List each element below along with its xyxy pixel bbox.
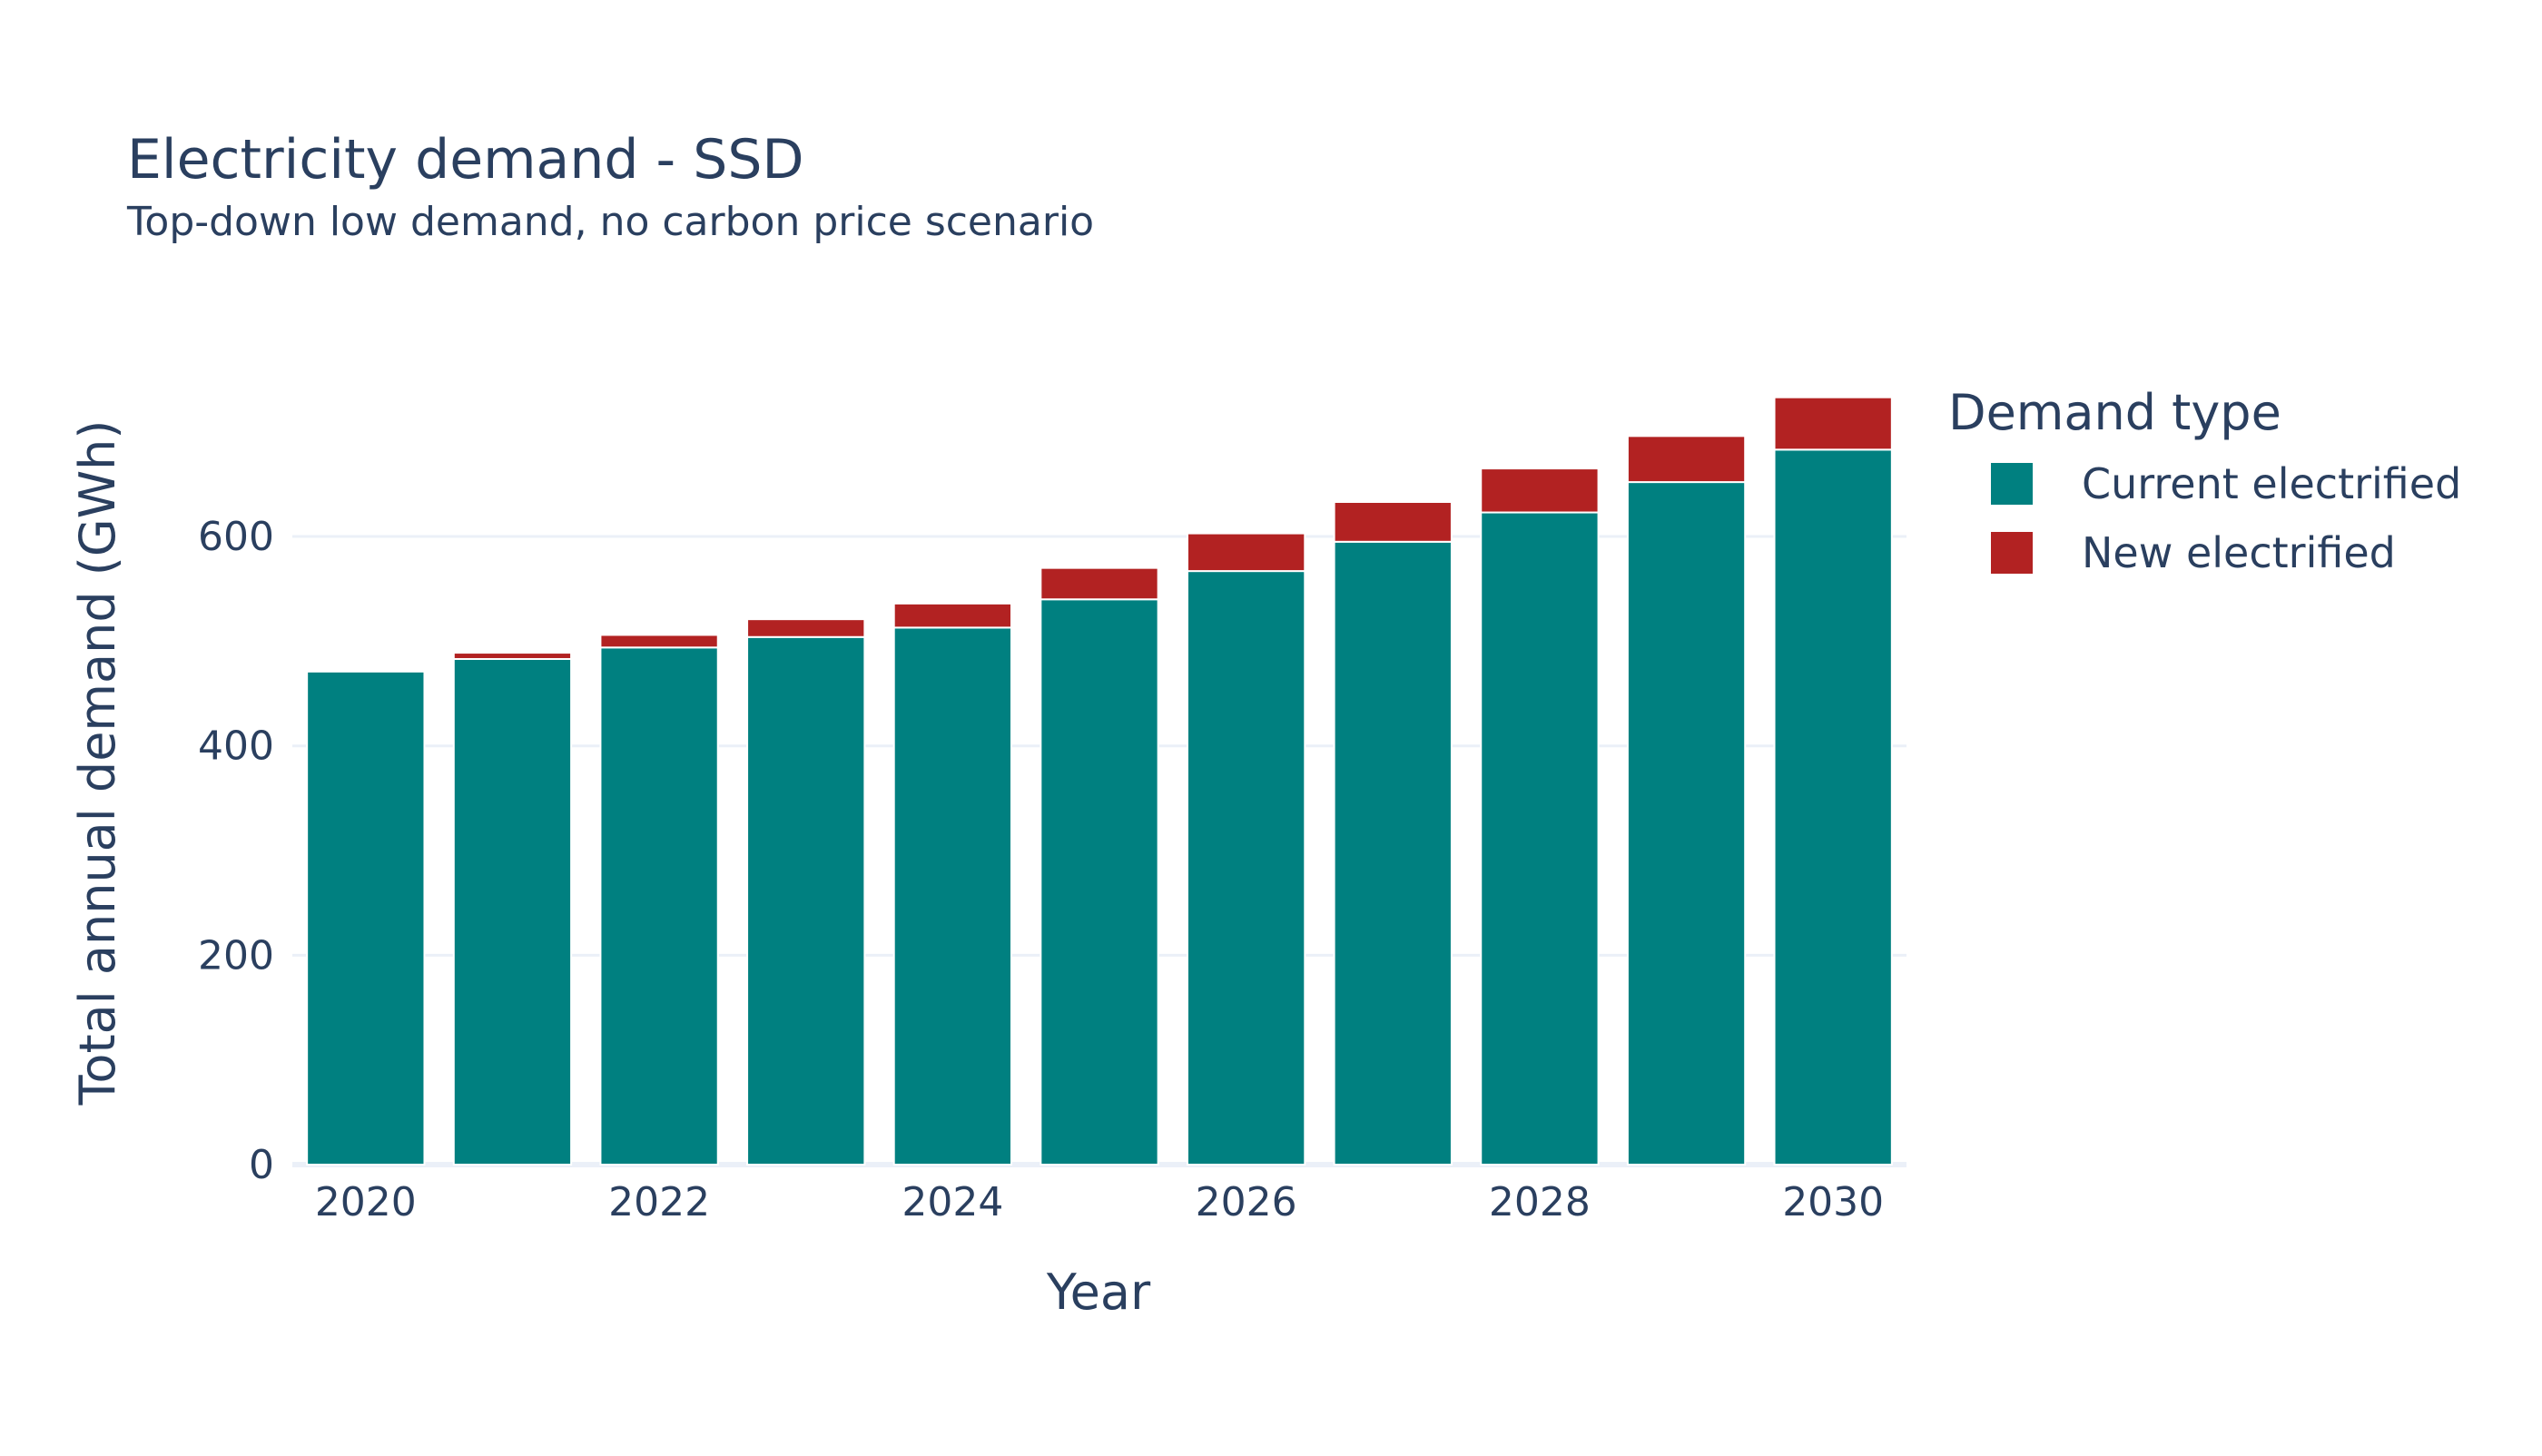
bar-new-electrified-2027[interactable] xyxy=(1333,500,1453,543)
x-tick-label: 2022 xyxy=(608,1179,710,1225)
legend-title: Demand type xyxy=(1948,384,2281,441)
bar-current-electrified-2027[interactable] xyxy=(1333,540,1453,1166)
chart-subtitle: Top-down low demand, no carbon price sce… xyxy=(126,199,1094,245)
bar-new-electrified-2028[interactable] xyxy=(1480,467,1600,514)
bar-current-electrified-2028[interactable] xyxy=(1480,511,1600,1166)
bar-new-electrified-2029[interactable] xyxy=(1626,435,1747,484)
y-tick-label: 600 xyxy=(198,514,274,560)
bar-current-electrified-2030[interactable] xyxy=(1773,448,1893,1166)
bar-new-electrified-2023[interactable] xyxy=(746,618,866,638)
legend-swatch-new-electrified[interactable] xyxy=(1991,532,2033,574)
bar-new-electrified-2024[interactable] xyxy=(892,602,1013,629)
legend-label[interactable]: New electrified xyxy=(2082,528,2396,577)
bar-current-electrified-2021[interactable] xyxy=(452,657,573,1166)
x-axis-ticks: 2020 2022 2024 2026 2028 2030 xyxy=(315,1179,1884,1225)
bar-new-electrified-2022[interactable] xyxy=(599,634,719,649)
y-axis-ticks: 0 200 400 600 xyxy=(198,514,274,1188)
bar-new-electrified-2026[interactable] xyxy=(1186,532,1306,573)
y-tick-label: 400 xyxy=(198,723,274,770)
legend-label[interactable]: Current electrified xyxy=(2082,459,2461,508)
x-tick-label: 2030 xyxy=(1782,1179,1884,1225)
bar-new-electrified-2030[interactable] xyxy=(1773,396,1893,451)
bars xyxy=(306,396,1893,1166)
x-tick-label: 2026 xyxy=(1196,1179,1297,1225)
x-tick-label: 2028 xyxy=(1489,1179,1591,1225)
bar-current-electrified-2026[interactable] xyxy=(1186,570,1306,1166)
legend: Demand type Current electrified New elect… xyxy=(1948,384,2461,577)
legend-swatch-current-electrified[interactable] xyxy=(1991,463,2033,505)
bar-current-electrified-2025[interactable] xyxy=(1039,598,1159,1166)
bar-current-electrified-2024[interactable] xyxy=(892,626,1013,1166)
x-axis-title: Year xyxy=(1046,1264,1151,1321)
chart-title: Electricity demand - SSD xyxy=(127,128,804,192)
bar-current-electrified-2023[interactable] xyxy=(746,635,866,1166)
bar-current-electrified-2022[interactable] xyxy=(599,646,719,1166)
bar-new-electrified-2025[interactable] xyxy=(1039,566,1159,601)
x-tick-label: 2024 xyxy=(902,1179,1003,1225)
y-tick-label: 200 xyxy=(198,932,274,979)
y-axis-title: Total annual demand (GWh) xyxy=(69,420,126,1107)
x-tick-label: 2020 xyxy=(315,1179,417,1225)
y-tick-label: 0 xyxy=(249,1142,274,1188)
bar-current-electrified-2029[interactable] xyxy=(1626,481,1747,1166)
bar-current-electrified-2020[interactable] xyxy=(306,670,426,1166)
bar-new-electrified-2021[interactable] xyxy=(452,652,573,660)
